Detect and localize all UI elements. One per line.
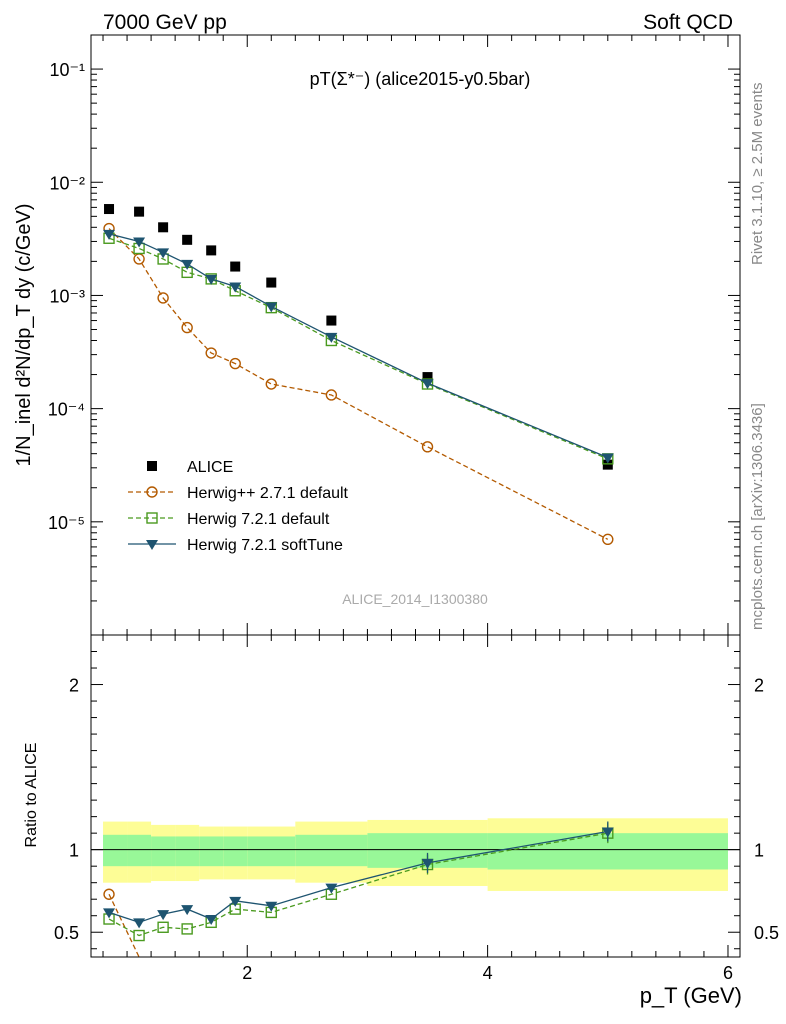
data-point: [602, 533, 614, 546]
ratio-point: [103, 888, 115, 900]
header-energy-label: 7000 GeV pp: [103, 11, 227, 34]
main-y-axis-label: 1/N_inel d²N/dp_T dy (c/GeV): [13, 203, 35, 466]
ratio-y-tick-label-right: 1: [754, 841, 764, 861]
ratio-y-tick-label: 0.5: [54, 923, 79, 943]
ratio-point: [205, 915, 218, 926]
ratio-point: [265, 901, 278, 912]
data-point: [326, 315, 337, 326]
legend-marker: [147, 461, 157, 471]
data-point: [325, 332, 338, 343]
main-panel: 10⁻¹ 10⁻² 10⁻³ 10⁻⁴ 10⁻⁵ pT(Σ*⁻) (alice2015-…: [13, 34, 741, 636]
ratio-y-tick-label: 2: [69, 676, 79, 696]
stat-band: [151, 836, 176, 867]
main-title: pT(Σ*⁻) (alice2015-y0.5bar): [310, 69, 531, 89]
ratio-series-line: [108, 830, 608, 924]
ratio-series-line: [108, 893, 140, 958]
x-tick-label: 6: [723, 963, 733, 983]
main-ticks: [91, 34, 740, 635]
ratio-point: [133, 918, 146, 929]
ratio-point: [157, 921, 169, 933]
legend-label: ALICE: [187, 459, 233, 476]
x-axis-label: p_T (GeV): [640, 983, 742, 1008]
stat-band: [103, 834, 128, 867]
data-point: [182, 234, 193, 245]
legend-marker: [146, 512, 158, 524]
x-tick-label: 2: [242, 963, 252, 983]
ratio-point: [103, 908, 116, 919]
data-point: [266, 277, 277, 288]
data-point: [325, 389, 338, 401]
ratio-point: [601, 827, 614, 838]
legend: ALICE Herwig++ 2.7.1 default Herwig 7.2.1 …: [128, 459, 349, 554]
data-point: [265, 378, 277, 390]
main-y-tick-label: 10⁻⁵: [48, 513, 85, 533]
data-point: [205, 274, 218, 285]
data-point: [103, 229, 116, 240]
main-y-tick-labels: 10⁻¹ 10⁻² 10⁻³ 10⁻⁴ 10⁻⁵: [48, 60, 85, 533]
series-line: [108, 237, 609, 460]
header-category-label: Soft QCD: [643, 11, 733, 34]
series-line: [108, 228, 609, 540]
x-tick-label: 4: [483, 963, 493, 983]
ratio-point: [421, 858, 434, 869]
legend-label: Herwig 7.2.1 default: [187, 511, 330, 528]
stat-band: [247, 836, 296, 867]
stat-band: [199, 836, 224, 867]
ratio-point: [229, 896, 242, 907]
data-point: [229, 357, 241, 370]
series-line: [108, 233, 609, 459]
stat-band: [223, 836, 248, 867]
data-point: [230, 261, 241, 272]
data-point: [157, 248, 170, 259]
ratio-series-line: [108, 832, 608, 937]
rivet-version-label: Rivet 3.1.10, ≥ 2.5M events: [749, 83, 766, 266]
ratio-y-tick-label: 1: [69, 841, 79, 861]
legend-marker: [146, 486, 158, 498]
stat-band: [295, 834, 368, 867]
ratio-point: [181, 905, 194, 916]
data-point: [134, 206, 145, 217]
data-point: [205, 347, 217, 359]
ratio-y-tick-label-right: 2: [754, 676, 764, 696]
data-point: [133, 237, 146, 248]
ratio-point: [181, 923, 193, 935]
data-point: [229, 282, 242, 293]
ratio-tick-labels: 0.5 0.5 1 1 2 2 2 4 6: [54, 676, 779, 983]
main-y-tick-label: 10⁻³: [49, 286, 85, 306]
ratio-point: [157, 910, 170, 921]
main-y-tick-label: 10⁻¹: [49, 60, 85, 80]
main-y-tick-label: 10⁻²: [49, 173, 85, 193]
data-point: [265, 302, 278, 313]
legend-marker: [146, 540, 158, 550]
main-y-tick-label: 10⁻⁴: [48, 400, 85, 420]
data-point: [206, 245, 217, 256]
data-point: [602, 459, 613, 470]
data-point: [181, 259, 194, 270]
mcplots-url-label: mcplots.cern.ch [arXiv:1306.3436]: [749, 403, 766, 630]
data-point: [422, 372, 433, 383]
ratio-ticks: [91, 635, 740, 957]
data-point: [181, 321, 193, 334]
data-point: [104, 204, 115, 215]
data-point: [601, 453, 614, 464]
data-point: [158, 222, 169, 233]
stat-band: [175, 836, 200, 867]
ratio-point: [325, 883, 338, 894]
legend-label: Herwig 7.2.1 softTune: [187, 537, 343, 554]
ratio-point: [133, 929, 145, 942]
watermark: ALICE_2014_I1300380: [342, 591, 488, 607]
ratio-y-tick-label-right: 0.5: [754, 923, 779, 943]
stat-band: [127, 834, 152, 867]
data-point: [421, 379, 434, 390]
ratio-series: [103, 821, 614, 958]
data-point: [421, 441, 434, 453]
legend-label: Herwig++ 2.7.1 default: [187, 485, 349, 502]
ratio-panel: 0.5 0.5 1 1 2 2 2 4 6 Ratio to ALICE p_T (GeV): [23, 634, 779, 1008]
ratio-y-axis-label: Ratio to ALICE: [23, 743, 40, 848]
data-point: [157, 292, 169, 304]
ratio-bands: [91, 818, 740, 891]
main-series: [103, 204, 614, 546]
